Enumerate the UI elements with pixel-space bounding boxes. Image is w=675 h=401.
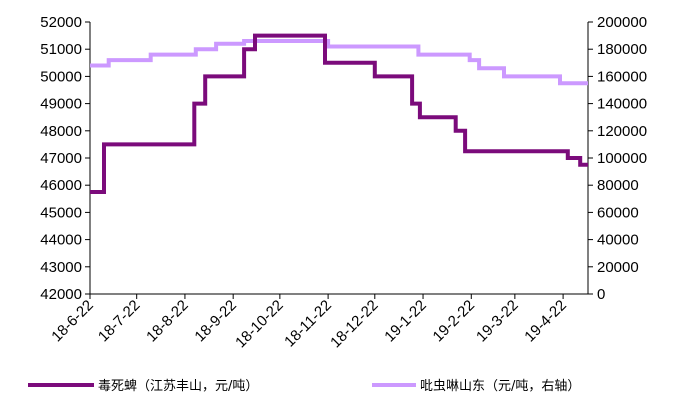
x-tick-label: 19-3-22 xyxy=(473,297,522,346)
x-tick-label: 19-4-22 xyxy=(521,297,570,346)
x-tick-label: 19-1-22 xyxy=(381,297,430,346)
x-tick-label: 18-7-22 xyxy=(95,297,144,346)
x-tick-label: 18-11-22 xyxy=(281,297,335,351)
left-y-tick-label: 48000 xyxy=(40,123,82,140)
x-tick-label: 19-2-22 xyxy=(430,297,479,346)
x-tick-label: 18-6-22 xyxy=(48,297,97,346)
left-y-tick-label: 46000 xyxy=(40,177,82,194)
legend-label: 吡虫啉山东（元/吨，右轴） xyxy=(420,379,580,394)
left-y-tick-label: 44000 xyxy=(40,232,82,249)
right-y-tick-label: 160000 xyxy=(597,68,647,85)
right-y-tick-label: 200000 xyxy=(597,14,647,31)
x-tick-label: 18-10-22 xyxy=(232,297,286,351)
left-y-tick-label: 45000 xyxy=(40,204,82,221)
right-y-tick-label: 120000 xyxy=(597,123,647,140)
series-line-chlorpyrifos xyxy=(90,33,588,194)
right-y-tick-label: 180000 xyxy=(597,41,647,58)
left-y-tick-label: 51000 xyxy=(40,41,82,58)
right-y-tick-label: 140000 xyxy=(597,96,647,113)
x-tick-label: 18-8-22 xyxy=(143,297,192,346)
legend: 毒死蜱（江苏丰山，元/吨） 吡虫啉山东（元/吨，右轴） xyxy=(28,378,580,394)
right-y-tick-label: 40000 xyxy=(597,232,639,249)
axes-layer: 42000 43000 44000 45000 46000 47000 48000 49000… xyxy=(40,14,647,303)
series-line-imidacloprid xyxy=(90,39,588,86)
right-y-tick-label: 20000 xyxy=(597,259,639,276)
left-y-tick-label: 52000 xyxy=(40,14,82,31)
x-tick-label: 18-12-22 xyxy=(327,297,381,351)
left-y-tick-label: 47000 xyxy=(40,150,82,167)
left-y-tick-label: 42000 xyxy=(40,286,82,303)
series-layer xyxy=(90,33,588,194)
right-y-tick-label: 80000 xyxy=(597,177,639,194)
left-y-tick-label: 49000 xyxy=(40,96,82,113)
right-y-tick-label: 0 xyxy=(597,286,605,303)
right-y-tick-label: 60000 xyxy=(597,204,639,221)
legend-label: 毒死蜱（江苏丰山，元/吨） xyxy=(98,378,258,394)
right-y-tick-label: 100000 xyxy=(597,150,647,167)
left-y-tick-label: 50000 xyxy=(40,68,82,85)
left-y-tick-label: 43000 xyxy=(40,259,82,276)
